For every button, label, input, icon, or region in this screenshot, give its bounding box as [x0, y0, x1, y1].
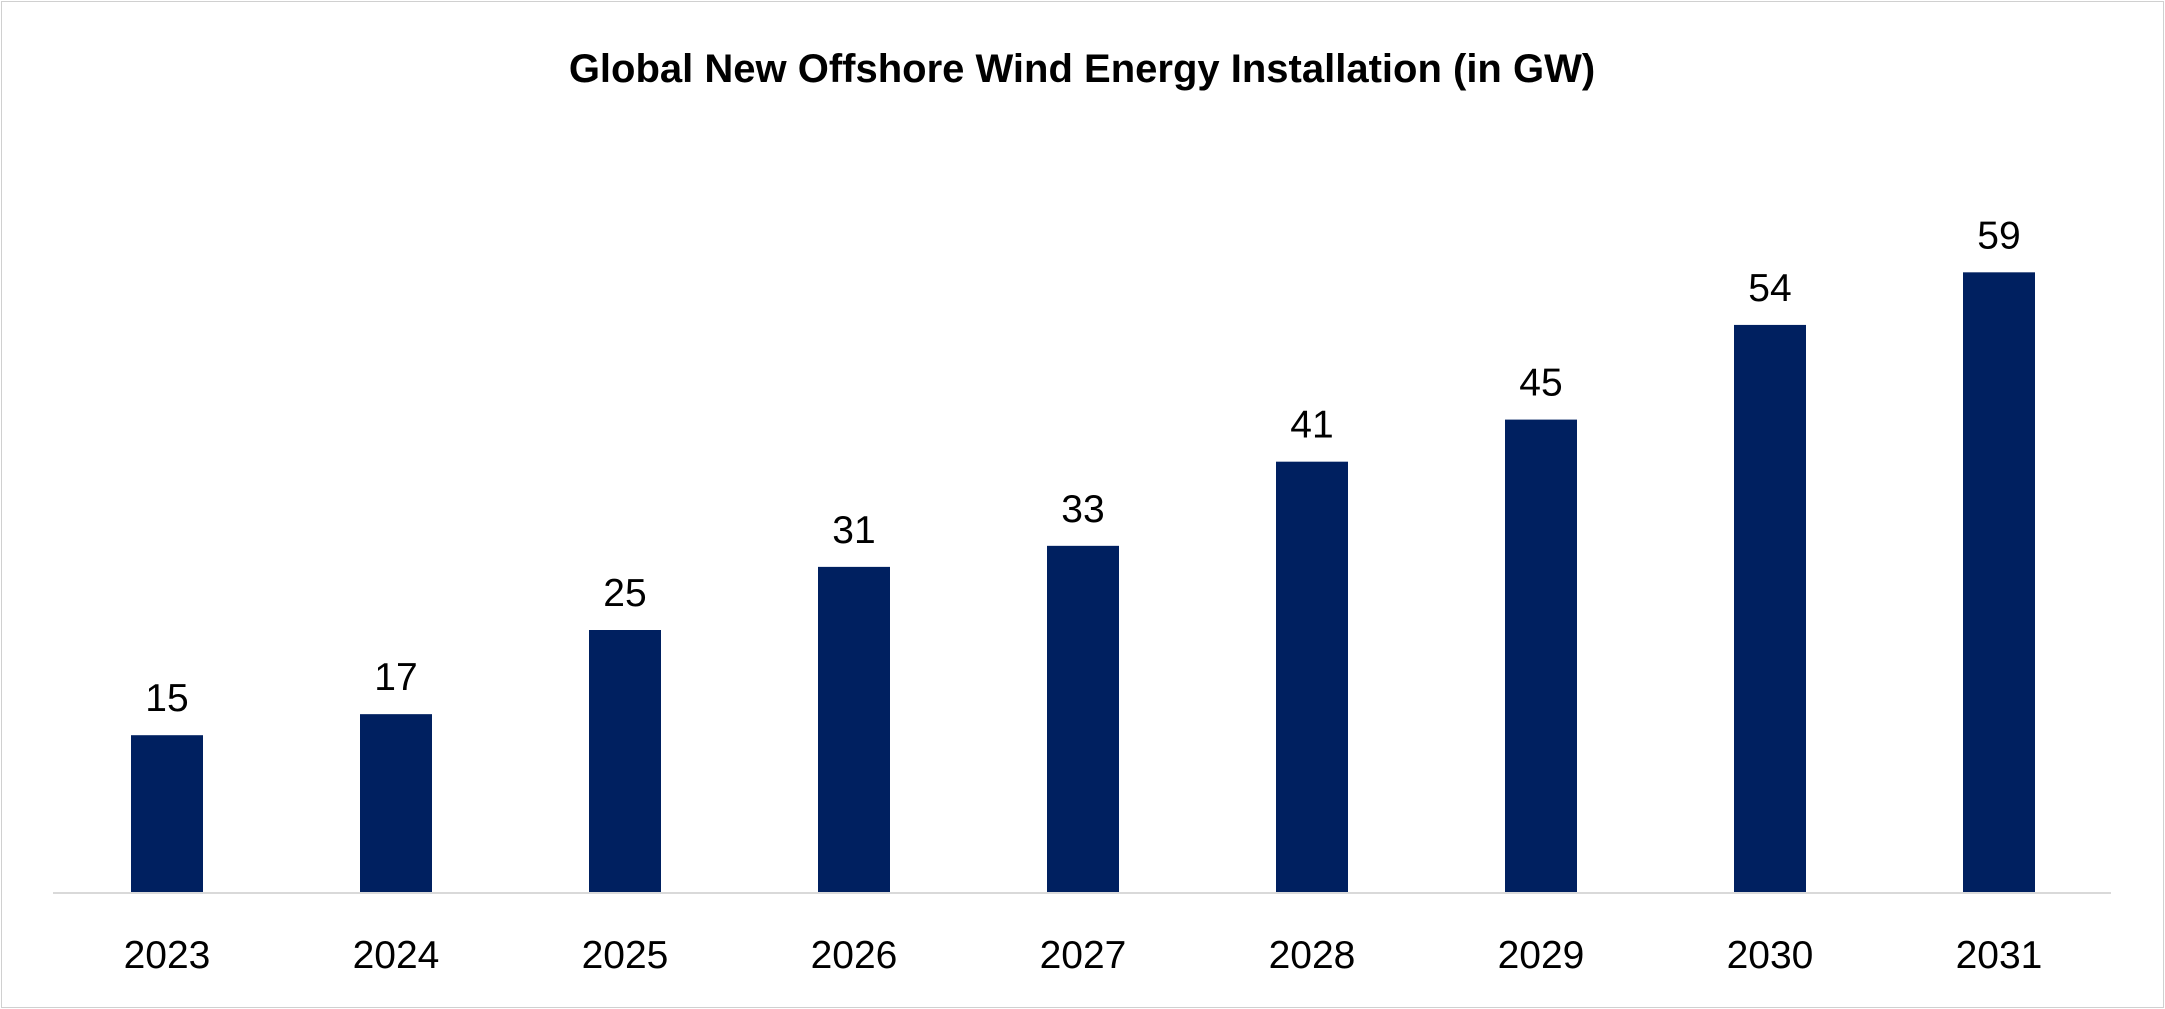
- x-tick-label-2026: 2026: [811, 934, 898, 977]
- data-label-2024: 17: [374, 656, 417, 699]
- chart-title: Global New Offshore Wind Energy Installa…: [569, 47, 1595, 91]
- data-label-2027: 33: [1061, 488, 1104, 531]
- x-tick-label-2029: 2029: [1498, 934, 1585, 977]
- bar-2025: [589, 630, 661, 893]
- data-label-2031: 59: [1977, 214, 2020, 257]
- bar-2026: [818, 566, 890, 893]
- data-label-2023: 15: [145, 677, 188, 720]
- x-tick-label-2025: 2025: [582, 934, 669, 977]
- x-tick-label-2031: 2031: [1956, 934, 2043, 977]
- x-tick-label-2028: 2028: [1269, 934, 1356, 977]
- x-tick-labels-layer: 2023 2024 2025 2026 2027 2028 2029 2030 2031: [124, 934, 2043, 977]
- bar-2027: [1047, 545, 1119, 893]
- data-label-2030: 54: [1748, 267, 1791, 310]
- bar-2029: [1505, 419, 1577, 893]
- data-label-2025: 25: [603, 572, 646, 615]
- data-label-2028: 41: [1290, 404, 1333, 447]
- bar-2030: [1734, 324, 1806, 893]
- bars-layer: [131, 272, 2035, 893]
- x-tick-label-2027: 2027: [1040, 934, 1127, 977]
- x-tick-label-2024: 2024: [353, 934, 440, 977]
- data-label-2029: 45: [1519, 362, 1562, 405]
- bar-2028: [1276, 461, 1348, 893]
- bar-2023: [131, 735, 203, 893]
- x-tick-label-2030: 2030: [1727, 934, 1814, 977]
- data-label-2026: 31: [832, 509, 875, 552]
- bar-2031: [1963, 272, 2035, 893]
- x-tick-label-2023: 2023: [124, 934, 211, 977]
- bar-2024: [360, 714, 432, 893]
- data-labels-layer: 15 17 25 31 33 41 45 54 59: [145, 214, 2020, 720]
